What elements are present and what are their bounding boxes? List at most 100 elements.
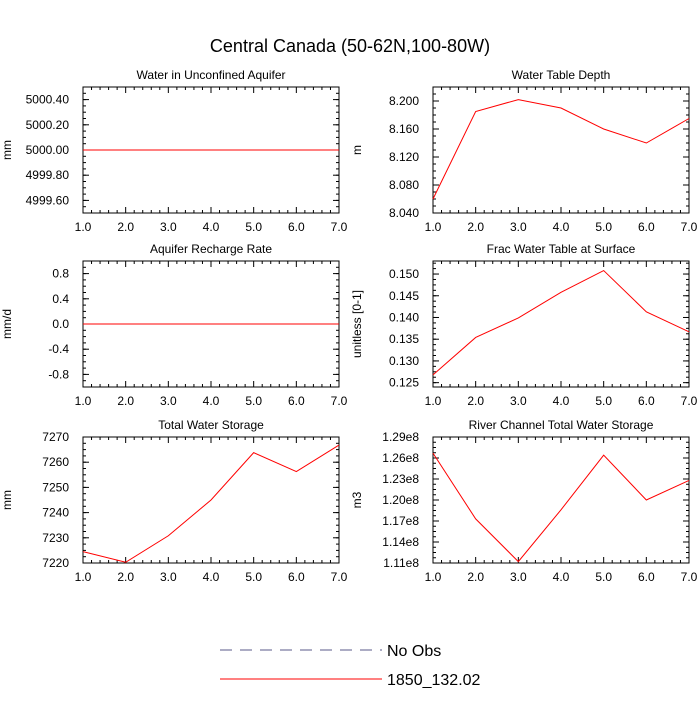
x-tick-label: 7.0 [331, 394, 348, 408]
y-tick-label: 0.0 [52, 317, 69, 331]
figure-title: Central Canada (50-62N,100-80W) [210, 36, 490, 56]
x-tick-label: 1.0 [425, 220, 442, 234]
y-tick-label: 1.23e8 [382, 472, 419, 486]
x-tick-label: 6.0 [638, 220, 655, 234]
y-tick-label: -0.8 [48, 367, 69, 381]
y-tick-label: 0.8 [52, 267, 69, 281]
y-axis-label: unitless [0-1] [350, 290, 364, 358]
y-tick-label: 0.140 [389, 310, 419, 324]
panel-title: Aquifer Recharge Rate [150, 242, 272, 256]
x-tick-label: 6.0 [638, 570, 655, 584]
x-tick-label: 5.0 [245, 220, 262, 234]
y-tick-label: 5000.00 [26, 143, 70, 157]
panel-title: Total Water Storage [158, 418, 264, 432]
y-tick-label: -0.4 [48, 342, 69, 356]
y-tick-label: 0.150 [389, 267, 419, 281]
y-axis-label: mm [0, 490, 14, 510]
panel-title: Water in Unconfined Aquifer [137, 68, 286, 82]
y-tick-label: 7250 [42, 480, 69, 494]
y-tick-label: 1.11e8 [383, 556, 419, 570]
x-tick-label: 6.0 [638, 394, 655, 408]
y-tick-label: 5000.20 [26, 118, 70, 132]
x-tick-label: 2.0 [467, 570, 484, 584]
y-tick-label: 7260 [42, 455, 69, 469]
y-tick-label: 0.135 [389, 332, 419, 346]
y-axis-label: mm [0, 140, 14, 160]
y-tick-label: 8.080 [389, 178, 419, 192]
plot-frame [432, 260, 690, 388]
y-tick-label: 0.125 [389, 376, 419, 390]
panel-6: River Channel Total Water Storage m3 1.0 2.… [350, 418, 698, 584]
x-tick-label: 3.0 [160, 570, 177, 584]
x-tick-label: 5.0 [245, 570, 262, 584]
legend-label: No Obs [387, 643, 441, 660]
y-axis-label: m3 [350, 491, 364, 508]
x-tick-label: 3.0 [510, 394, 527, 408]
x-tick-label: 7.0 [331, 570, 348, 584]
x-tick-label: 3.0 [160, 394, 177, 408]
y-tick-label: 7240 [42, 506, 69, 520]
x-tick-label: 3.0 [510, 570, 527, 584]
x-tick-label: 2.0 [467, 220, 484, 234]
y-tick-label: 1.29e8 [382, 430, 419, 444]
y-axis-label: mm/d [0, 309, 14, 339]
y-tick-label: 7220 [42, 556, 69, 570]
x-tick-label: 7.0 [681, 220, 698, 234]
x-tick-label: 4.0 [553, 394, 570, 408]
x-tick-label: 4.0 [203, 570, 220, 584]
panel-title: Frac Water Table at Surface [487, 242, 636, 256]
y-tick-label: 1.14e8 [382, 535, 419, 549]
legend-item: 1850_132.02 [220, 672, 481, 689]
x-tick-label: 2.0 [117, 394, 134, 408]
series-line [82, 444, 340, 563]
x-tick-label: 2.0 [467, 394, 484, 408]
panel-4: Frac Water Table at Surface unitless [0-1… [350, 242, 698, 408]
x-tick-label: 5.0 [245, 394, 262, 408]
y-tick-label: 1.20e8 [382, 493, 419, 507]
x-tick-label: 6.0 [288, 220, 305, 234]
y-tick-label: 0.145 [389, 289, 419, 303]
series-line [432, 99, 690, 200]
x-tick-label: 6.0 [288, 394, 305, 408]
x-tick-label: 3.0 [160, 220, 177, 234]
y-tick-label: 8.200 [389, 94, 419, 108]
y-tick-label: 1.26e8 [382, 451, 419, 465]
y-tick-label: 7230 [42, 531, 69, 545]
x-tick-label: 4.0 [203, 394, 220, 408]
panel-5: Total Water Storage mm 1.0 2.0 3.0 4.0 5.0 6.0 7… [0, 418, 348, 584]
x-tick-label: 1.0 [75, 570, 92, 584]
x-tick-label: 7.0 [331, 220, 348, 234]
panels: Water in Unconfined Aquifer mm 1.0 2.0 3.0 4.… [0, 68, 698, 584]
legend-item: No Obs [220, 643, 441, 660]
x-tick-label: 7.0 [681, 394, 698, 408]
panel-3: Aquifer Recharge Rate mm/d 1.0 2.0 3.0 4.0 5.0… [0, 242, 348, 408]
x-tick-label: 1.0 [425, 570, 442, 584]
legend: No Obs 1850_132.02 [220, 643, 481, 689]
plot-frame [432, 436, 690, 564]
y-tick-label: 8.160 [389, 122, 419, 136]
y-tick-label: 7270 [42, 430, 69, 444]
panel-title: Water Table Depth [512, 68, 611, 82]
panel-title: River Channel Total Water Storage [469, 418, 654, 432]
x-tick-label: 1.0 [425, 394, 442, 408]
x-tick-label: 4.0 [553, 220, 570, 234]
series-line [432, 269, 690, 376]
x-tick-label: 2.0 [117, 220, 134, 234]
x-tick-label: 7.0 [681, 570, 698, 584]
y-tick-label: 0.4 [52, 292, 69, 306]
y-tick-label: 0.130 [389, 354, 419, 368]
series-line [432, 452, 690, 563]
legend-label: 1850_132.02 [387, 672, 481, 689]
panel-2: Water Table Depth m 1.0 2.0 3.0 4.0 5.0 6.0 7.0 8… [350, 68, 698, 234]
y-tick-label: 1.17e8 [382, 514, 419, 528]
x-tick-label: 1.0 [75, 394, 92, 408]
y-tick-label: 4999.60 [26, 193, 70, 207]
x-tick-label: 3.0 [510, 220, 527, 234]
y-tick-label: 8.040 [389, 206, 419, 220]
x-tick-label: 5.0 [595, 394, 612, 408]
y-axis-label: m [350, 145, 364, 155]
x-tick-label: 1.0 [75, 220, 92, 234]
x-tick-label: 2.0 [117, 570, 134, 584]
